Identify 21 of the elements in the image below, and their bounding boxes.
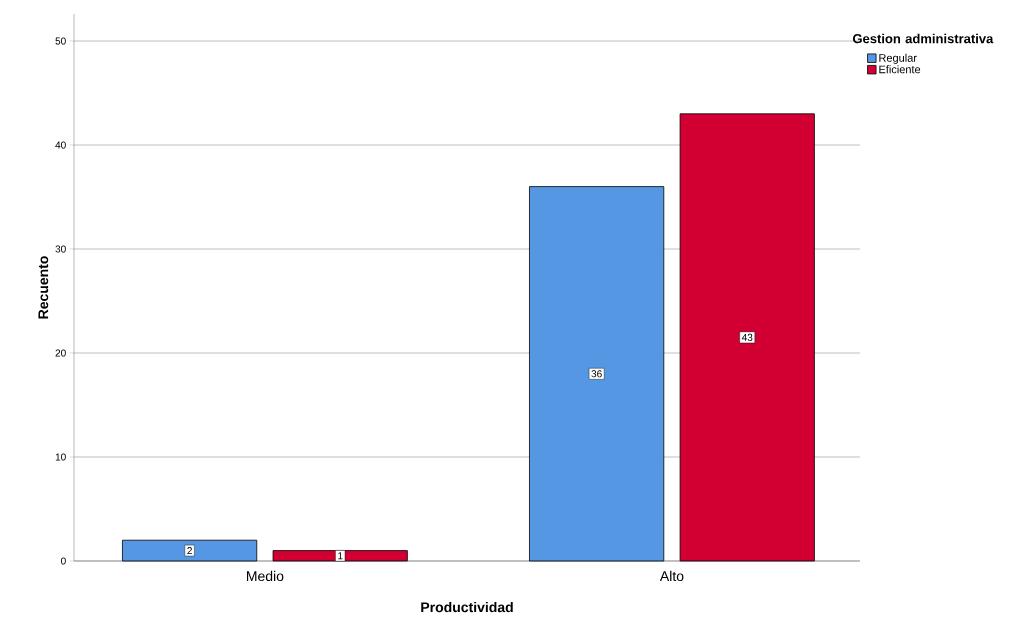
y-tick-label: 10: [55, 453, 66, 461]
y-tick-label: 30: [55, 245, 66, 253]
data-label: 2: [187, 547, 192, 555]
y-axis-title: Recuento: [38, 256, 49, 319]
data-label: 1: [338, 552, 343, 560]
x-axis-title: Productividad: [421, 601, 513, 613]
legend-title: Gestion administrativa: [852, 33, 994, 44]
bar: [272, 550, 408, 562]
legend-label: Regular: [879, 53, 917, 64]
data-label: 36: [591, 370, 602, 378]
y-tick-label: 0: [61, 557, 66, 565]
bar: [679, 113, 815, 562]
x-tick-label: Alto: [659, 570, 684, 582]
legend-label: Eficiente: [879, 65, 921, 74]
bar: [122, 539, 258, 562]
x-tick-label: Medio: [246, 570, 284, 582]
y-tick-label: 20: [55, 349, 66, 357]
bar: [529, 186, 665, 562]
data-label: 43: [741, 333, 753, 341]
y-tick-label: 40: [55, 141, 66, 149]
y-tick-label: 50: [55, 37, 66, 45]
